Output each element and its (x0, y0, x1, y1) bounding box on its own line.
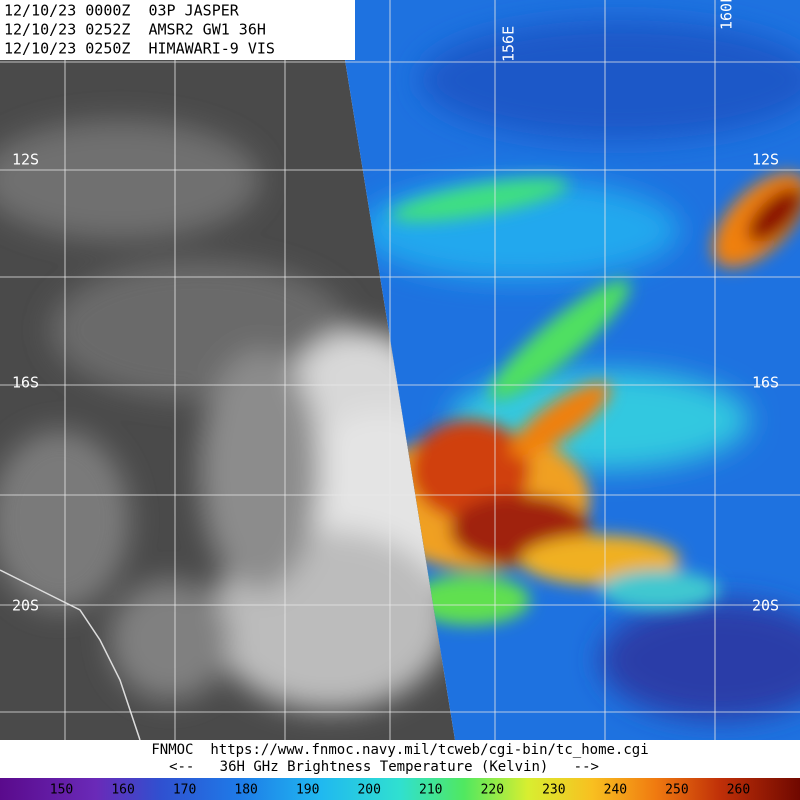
lat-label: 12S (12, 151, 39, 169)
colorbar-title: <-- 36H GHz Brightness Temperature (Kelv… (169, 759, 599, 775)
lat-label: 20S (12, 597, 39, 615)
colorbar-tick-label: 230 (542, 783, 565, 798)
colorbar-tick-label: 160 (111, 783, 134, 798)
header-line: 12/10/23 0252Z AMSR2 GW1 36H (4, 21, 266, 39)
colorbar (0, 778, 800, 800)
header-line: 12/10/23 0000Z 03P JASPER (4, 2, 240, 20)
colorbar-tick-label: 170 (173, 783, 196, 798)
header-line: 12/10/23 0250Z HIMAWARI-9 VIS (4, 40, 275, 58)
colorbar-tick-label: 240 (604, 783, 627, 798)
lat-label: 16S (752, 374, 779, 392)
lat-label: 16S (12, 374, 39, 392)
colorbar-tick-label: 260 (727, 783, 750, 798)
lon-label: 156E (500, 26, 518, 62)
colorbar-tick-label: 190 (296, 783, 319, 798)
header-box (0, 0, 355, 60)
footer-source: FNMOC https://www.fnmoc.navy.mil/tcweb/c… (151, 742, 648, 758)
colorbar-tick-label: 250 (665, 783, 688, 798)
lat-label: 12S (752, 151, 779, 169)
lon-label: 160E (718, 0, 736, 30)
colorbar-tick-label: 220 (481, 783, 504, 798)
colorbar-tick-label: 210 (419, 783, 442, 798)
colorbar-ticks: 150 160 170 180 190 200 210 220 230 240 250 260 (50, 783, 750, 798)
colorbar-tick-label: 200 (357, 783, 380, 798)
grid (0, 0, 800, 740)
lat-label: 20S (752, 597, 779, 615)
colorbar-tick-label: 150 (50, 783, 73, 798)
colorbar-tick-label: 180 (234, 783, 257, 798)
